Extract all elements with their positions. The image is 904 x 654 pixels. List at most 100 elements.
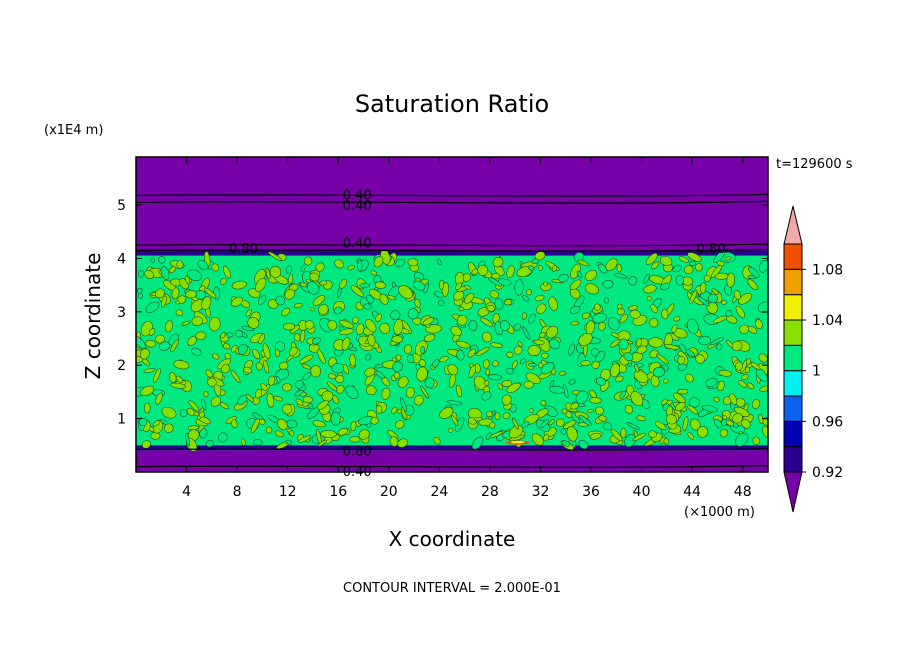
cloud-cell	[350, 285, 364, 297]
cloud-cell	[513, 345, 523, 355]
cloud-cell	[598, 263, 608, 274]
cloud-cell	[531, 433, 544, 446]
cloud-cell	[695, 263, 703, 272]
cloud-cell	[170, 382, 186, 389]
chart-title: Saturation Ratio	[355, 90, 549, 118]
cloud-cell	[243, 366, 253, 374]
cloud-cell	[150, 257, 156, 263]
cloud-cell	[373, 256, 384, 268]
cloud-cell	[390, 310, 401, 320]
cloud-cell	[636, 338, 643, 347]
cloud-cell	[528, 313, 536, 324]
cloud-cell	[611, 332, 620, 338]
cloud-cell	[632, 432, 647, 442]
cloud-cell	[347, 265, 355, 271]
cloud-cell	[519, 358, 526, 365]
cloud-cell	[395, 354, 402, 361]
cloud-cell	[210, 396, 221, 407]
cloud-cell	[543, 405, 558, 417]
cloud-cell	[333, 306, 343, 315]
cloud-cell	[245, 393, 255, 403]
cloud-cell	[464, 292, 475, 304]
cloud-cell	[747, 279, 758, 291]
contour-label: 0.40	[343, 199, 372, 214]
cloud-cell	[569, 306, 581, 314]
cloud-cell	[237, 344, 248, 355]
cloud-cell	[751, 399, 761, 409]
cloud-cell	[665, 414, 677, 425]
cloud-cell	[275, 295, 286, 306]
cloud-cell	[738, 380, 748, 389]
cloud-cell	[726, 272, 735, 288]
cloud-cell	[359, 282, 371, 288]
cloud-cell	[186, 407, 195, 416]
cloud-cell	[548, 296, 558, 311]
cloud-cell	[179, 409, 188, 417]
cloud-cell	[455, 384, 462, 398]
y-tick-label: 1	[117, 412, 126, 428]
cloud-cell	[312, 420, 326, 428]
cloud-cell	[330, 411, 341, 426]
x-tick-label: 16	[329, 484, 347, 500]
cloud-cell	[580, 360, 591, 366]
cloud-cell	[595, 377, 606, 386]
cloud-cell	[595, 406, 604, 415]
cloud-cell	[489, 421, 496, 429]
cloud-cell	[679, 256, 690, 263]
cloud-cell	[548, 338, 560, 350]
colorbar-label: 0.96	[812, 414, 843, 430]
cloud-cell	[300, 265, 306, 272]
cloud-cell	[548, 419, 555, 426]
cloud-cell	[539, 331, 546, 338]
cloud-cell	[144, 402, 151, 414]
cloud-cell	[349, 353, 356, 367]
cloud-cell	[457, 314, 468, 326]
cloud-cell	[317, 439, 327, 447]
cloud-cell	[528, 408, 534, 413]
contour-interval-note: CONTOUR INTERVAL = 2.000E-01	[343, 581, 561, 596]
region-lower-transition	[136, 445, 768, 451]
cloud-cell	[439, 356, 449, 363]
cloud-cell	[176, 260, 184, 269]
cloud-cell	[505, 367, 514, 375]
cloud-cell	[561, 440, 570, 447]
cloud-cell	[536, 303, 547, 314]
cloud-cell	[191, 347, 202, 356]
plot-area	[136, 157, 768, 472]
cloud-cell	[209, 317, 221, 332]
cloud-cell	[268, 375, 276, 386]
cloud-cell	[471, 436, 484, 450]
cloud-cell	[497, 383, 503, 390]
cloud-cell	[523, 380, 534, 389]
cloud-cell	[316, 400, 329, 410]
cloud-cell	[241, 325, 255, 332]
cloud-cell	[578, 439, 589, 450]
cloud-cell	[735, 305, 746, 319]
cloud-cell	[168, 372, 177, 383]
cloud-cell	[679, 343, 687, 354]
cloud-cell	[722, 415, 727, 420]
cloud-cell	[602, 421, 612, 431]
cloud-cell	[335, 385, 345, 394]
cloud-cell	[671, 324, 678, 333]
contour-label: 0.80	[697, 242, 726, 257]
cloud-cell	[738, 292, 752, 305]
cloud-cell	[420, 385, 429, 399]
cloud-cell	[144, 270, 154, 279]
cloud-cell	[393, 319, 404, 335]
x-axis: 4 8 12 16 20 24 28 32 36 40 44 48	[182, 157, 752, 500]
cloud-cell	[650, 304, 658, 314]
cloud-cell	[136, 335, 146, 349]
cloud-cell	[689, 260, 696, 267]
cloud-cell	[188, 400, 199, 412]
cloud-cell	[747, 382, 755, 390]
cloud-cell	[739, 324, 749, 334]
colorbar-top-arrow	[783, 205, 803, 245]
cloud-cell	[685, 349, 696, 357]
cloud-cell	[339, 328, 354, 335]
contour-line	[136, 243, 768, 247]
cloud-cell	[741, 374, 749, 381]
cloud-cell	[587, 408, 594, 413]
cloud-cell	[615, 375, 624, 383]
cloud-cell	[407, 258, 419, 267]
